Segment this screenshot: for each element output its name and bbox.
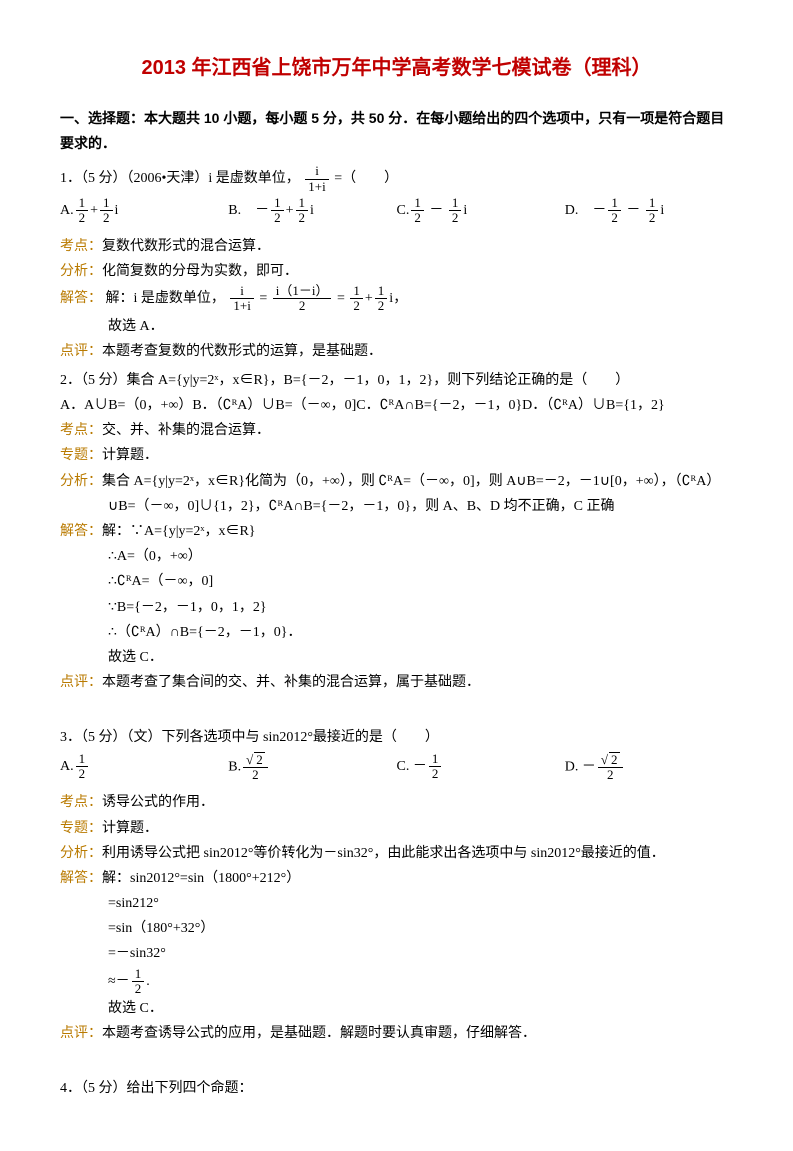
question-2-stem: 2．（5 分）集合 A={y|y=2ˣ，x∈R}，B={－2，－1，0，1，2}…	[60, 368, 733, 393]
q1-kaodian: 考点：复数代数形式的混合运算．	[60, 234, 733, 259]
q3-jieda: 解答：解：sin2012°=sin（1800°+212°）	[60, 866, 733, 891]
q3-choice-d: D. －√22	[565, 752, 733, 783]
q1-choice-b: B. －12+12i	[228, 196, 396, 226]
q2-jd4: ∵B={－2，－1，0，1，2}	[108, 595, 733, 620]
q1-stem-prefix: 1．（5 分）（2006•天津）i 是虚数单位，	[60, 171, 300, 186]
q3-jd4: =－sin32°	[108, 941, 733, 966]
q3-fenxi: 分析：利用诱导公式把 sin2012°等价转化为－sin32°，由此能求出各选项…	[60, 841, 733, 866]
q1-stem-frac: i1+i	[305, 164, 328, 194]
q2-jd5: ∴（∁ᴿA）∩B={－2，－1，0}．	[108, 620, 733, 645]
q3-jd6: 故选 C．	[108, 996, 733, 1021]
q1-dianping: 点评：本题考查复数的代数形式的运算，是基础题．	[60, 339, 733, 364]
q1-choice-c: C.12 － 12i	[397, 196, 565, 226]
q3-zhuanti: 专题：计算题．	[60, 816, 733, 841]
q2-fenxi: 分析：集合 A={y|y=2ˣ，x∈R}化简为（0，+∞），则 ∁ᴿA=（－∞，…	[60, 469, 733, 494]
q2-zhuanti: 专题：计算题．	[60, 443, 733, 468]
question-4-stem: 4．（5 分）给出下列四个命题：	[60, 1076, 733, 1101]
q2-jd3: ∴∁ᴿA=（－∞，0]	[108, 569, 733, 594]
q2-jd6: 故选 C．	[108, 645, 733, 670]
q1-guxuan: 故选 A．	[108, 314, 733, 339]
q2-jieda: 解答：解：∵A={y|y=2ˣ，x∈R}	[60, 519, 733, 544]
section-heading: 一、选择题：本大题共 10 小题，每小题 5 分，共 50 分．在每小题给出的四…	[60, 106, 733, 156]
q3-choice-a: A.12	[60, 752, 228, 783]
q1-choice-a: A.12+12i	[60, 196, 228, 226]
q3-choices: A.12 B.√22 C. －12 D. －√22	[60, 752, 733, 783]
q3-jd5: ≈－12.	[108, 967, 733, 997]
question-3-stem: 3．（5 分）（文）下列各选项中与 sin2012°最接近的是（ ）	[60, 725, 733, 750]
q1-choices: A.12+12i B. －12+12i C.12 － 12i D. －12 － …	[60, 196, 733, 226]
page-title: 2013 年江西省上饶市万年中学高考数学七模试卷（理科）	[60, 50, 733, 86]
q3-jd3: =sin（180°+32°）	[108, 916, 733, 941]
q3-dianping: 点评：本题考查诱导公式的应用，是基础题．解题时要认真审题，仔细解答．	[60, 1021, 733, 1046]
q2-jd2: ∴A=（0，+∞）	[108, 544, 733, 569]
q2-kaodian: 考点：交、并、补集的混合运算．	[60, 418, 733, 443]
question-1: 1．（5 分）（2006•天津）i 是虚数单位， i1+i =（ ）	[60, 164, 733, 194]
q3-kaodian: 考点：诱导公式的作用．	[60, 790, 733, 815]
q1-fenxi: 分析：化简复数的分母为实数，即可．	[60, 259, 733, 284]
q3-jd2: =sin212°	[108, 891, 733, 916]
q2-fenxi2: ∪B=（－∞，0]∪{1，2}，∁ᴿA∩B={－2，－1，0}，则 A、B、D …	[108, 494, 733, 519]
q2-dianping: 点评：本题考查了集合间的交、并、补集的混合运算，属于基础题．	[60, 670, 733, 695]
q1-choice-d: D. －12 － 12i	[565, 196, 733, 226]
q1-stem-suffix: =（ ）	[334, 171, 398, 186]
q2-choices: A．A∪B=（0，+∞）B．（∁ᴿA）∪B=（－∞，0]C．∁ᴿA∩B={－2，…	[60, 393, 733, 418]
q1-jieda: 解答： 解：i 是虚数单位， i1+i = i（1－i）2 = 12+12i，	[60, 284, 733, 314]
q3-choice-c: C. －12	[397, 752, 565, 783]
q3-choice-b: B.√22	[228, 752, 396, 783]
